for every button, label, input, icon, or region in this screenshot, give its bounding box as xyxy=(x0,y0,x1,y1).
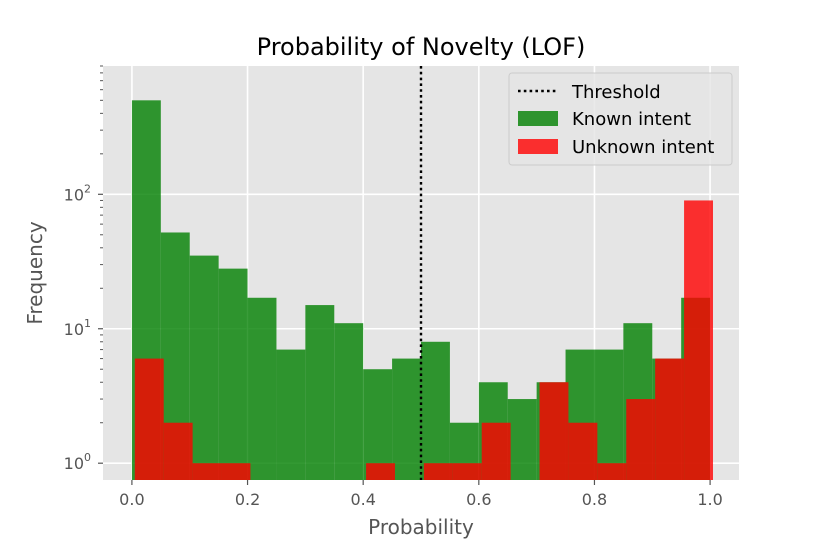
y-tick-label: 102 xyxy=(64,182,91,204)
unknown-intent-bar xyxy=(366,463,395,480)
unknown-intent-bar xyxy=(134,358,164,480)
known-intent-bar xyxy=(363,369,393,480)
unknown-intent-bar xyxy=(568,422,598,480)
x-axis: 0.0 0.2 0.4 0.6 0.8 1.0 xyxy=(119,480,723,509)
x-tick-label: 0.4 xyxy=(350,490,375,509)
unknown-intent-bar xyxy=(539,382,569,480)
y-axis-label: Frequency xyxy=(23,221,47,324)
unknown-intent-bar xyxy=(221,463,251,480)
unknown-intent-bar xyxy=(192,463,222,480)
legend-unknown-swatch xyxy=(518,139,558,154)
x-tick-label: 0.6 xyxy=(466,490,491,509)
known-intent-bar xyxy=(334,323,364,480)
y-axis: 100 101 102 xyxy=(64,65,103,473)
x-tick-label: 0.0 xyxy=(119,490,144,509)
x-tick-label: 0.8 xyxy=(582,490,607,509)
unknown-intent-bar xyxy=(597,463,627,480)
legend-box xyxy=(508,72,733,166)
unknown-intent-bars xyxy=(134,200,713,480)
known-intent-bar xyxy=(421,341,450,480)
legend: Threshold Known intent Unknown intent xyxy=(508,72,733,166)
x-tick-label: 0.2 xyxy=(235,490,260,509)
known-intent-bar xyxy=(247,297,277,480)
known-intent-bar xyxy=(276,349,306,480)
chart-title: Probability of Novelty (LOF) xyxy=(257,33,586,61)
legend-known-label: Known intent xyxy=(572,109,691,130)
known-intent-bar xyxy=(594,349,624,480)
y-tick-label: 101 xyxy=(64,317,91,339)
legend-unknown-label: Unknown intent xyxy=(572,137,714,158)
unknown-intent-bar xyxy=(655,358,685,480)
known-intent-bar xyxy=(392,358,421,480)
y-tick-label: 100 xyxy=(64,451,91,473)
x-axis-label: Probability xyxy=(368,515,474,539)
unknown-intent-bar xyxy=(481,422,511,480)
unknown-intent-bar xyxy=(423,463,453,480)
x-tick-label: 1.0 xyxy=(697,490,722,509)
known-intent-bar xyxy=(189,255,219,480)
unknown-intent-bar xyxy=(163,422,193,480)
unknown-intent-bar xyxy=(684,200,713,480)
unknown-intent-bar xyxy=(626,399,656,480)
legend-threshold-label: Threshold xyxy=(571,82,661,103)
known-intent-bar xyxy=(305,305,335,480)
unknown-intent-bar xyxy=(452,463,482,480)
known-intent-bar xyxy=(507,399,537,480)
known-intent-bar xyxy=(218,268,248,480)
legend-known-swatch xyxy=(518,111,558,126)
